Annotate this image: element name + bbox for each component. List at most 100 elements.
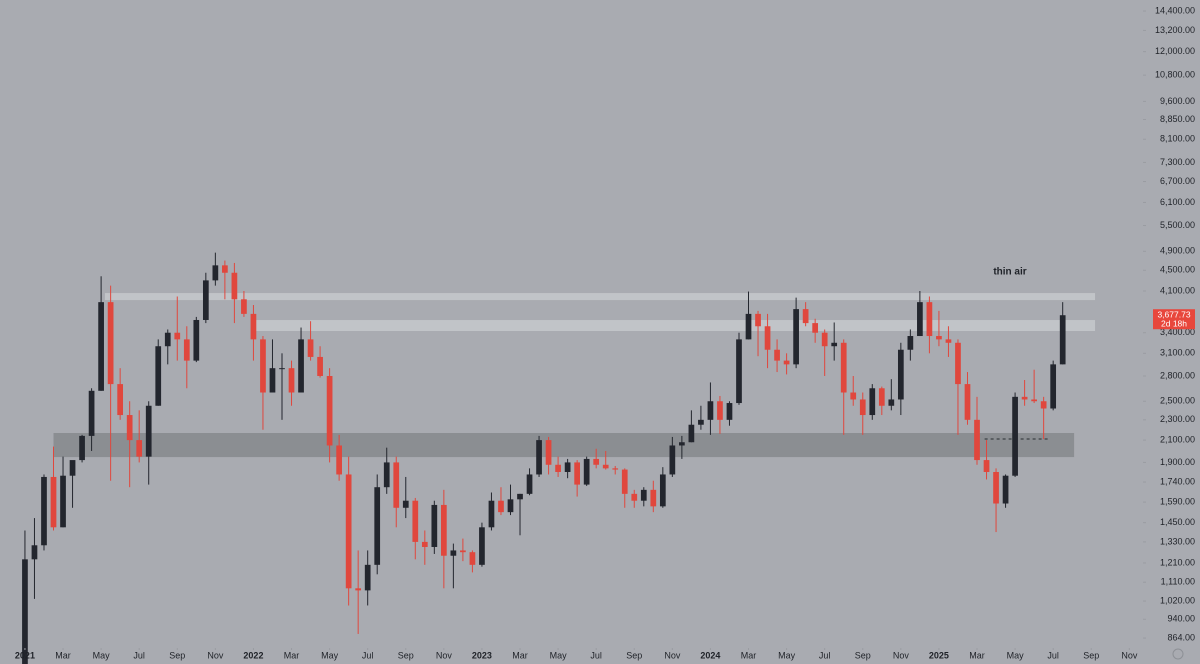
x-tick-label: 2021 [15,650,35,660]
x-tick-label: Jul [590,650,602,660]
candle-body [812,323,819,333]
y-tick-label: 4,100.00 [1160,285,1195,295]
candle-body [1021,396,1028,400]
candle-body [479,527,485,565]
y-tick-label: 1,020.00 [1160,595,1195,605]
candle-body [421,541,428,547]
y-tick-label: 10,800.00 [1155,70,1195,80]
candle-body [745,313,752,340]
candle-body [507,499,514,513]
x-tick-label: Sep [626,650,642,660]
candle-body [79,435,85,461]
candle-body [1040,401,1047,409]
candle-body [850,392,857,400]
candle-body [126,415,133,441]
x-tick-label: Mar [284,650,300,660]
candle-body [488,500,495,528]
candle-body [326,375,333,446]
candle-body [593,458,600,465]
y-tick-label: 6,100.00 [1160,197,1195,207]
candle-body [1031,399,1037,402]
y-tick-label: 9,600.00 [1160,96,1195,106]
candle-body [1002,475,1009,504]
candle-body [631,493,638,501]
candle-body [650,489,657,507]
y-tick-label: 12,000.00 [1155,46,1195,56]
candle-body [469,552,476,565]
candle-body [936,336,942,340]
candle-body [555,464,561,472]
candle-body [717,401,723,420]
candle-body [202,280,209,320]
candle-body [698,419,704,425]
candle-body [831,342,838,347]
candle-body [383,462,390,488]
y-tick-label: 864.00 [1167,632,1195,642]
candle-body [288,368,295,393]
candle-body [755,313,761,327]
candle-body [136,440,143,457]
candle-body [336,445,342,475]
x-tick-label: Sep [1083,650,1099,660]
candle-body [602,464,609,469]
candle-body [536,440,542,475]
x-tick-label: Jul [133,650,145,660]
candle-body [945,339,952,343]
candle-body [164,332,171,347]
candle-body [450,550,457,556]
candle-body [231,272,238,300]
candles [22,252,1066,664]
candle-body [774,349,780,361]
x-tick-label: Nov [436,650,453,660]
candle-body [621,469,628,494]
candle-body [764,326,771,350]
x-tick-label: Sep [169,650,185,660]
candle-body [364,564,371,591]
y-tick-label: 8,100.00 [1160,134,1195,144]
candle-body [393,462,400,508]
y-tick-label: 4,900.00 [1160,246,1195,256]
x-tick-label: Mar [512,650,528,660]
candle-body [802,309,809,324]
price-tag [1153,309,1195,330]
candle-body [888,399,895,406]
price-tag-label: 3,677.73 [1157,309,1190,319]
zone [104,293,1096,301]
candle-body [612,468,619,470]
candle-body [869,388,876,416]
candle-body [564,462,571,472]
candle-body [402,500,409,508]
candle-body [98,302,104,391]
zone [255,320,1096,332]
x-tick-label: Sep [398,650,414,660]
y-tick-label: 2,100.00 [1160,434,1195,444]
y-tick-label: 1,330.00 [1160,536,1195,546]
y-tick-label: 1,900.00 [1160,457,1195,467]
candle-body [897,349,904,400]
zone [53,433,1075,458]
candle-body [926,302,933,337]
candle-body [279,368,285,370]
candle-body [793,309,799,365]
x-tick-label: Jul [1047,650,1059,660]
candle-body [583,458,590,485]
countdown: 2d 18h [1161,318,1187,328]
candle-body [964,384,971,420]
candle-body [726,403,733,420]
y-tick-label: 8,850.00 [1160,114,1195,124]
candle-body [1050,364,1057,409]
y-tick-label: 2,800.00 [1160,370,1195,380]
x-tick-label: May [321,650,339,660]
y-tick-label: 6,700.00 [1160,176,1195,186]
x-tick-label: May [778,650,796,660]
x-tick-label: 2022 [243,650,263,660]
x-tick-label: Nov [664,650,681,660]
candle-body [688,424,695,443]
candle-body [993,471,999,504]
candle-body [222,265,228,273]
x-tick-label: 2024 [700,650,720,660]
candle-body [298,339,304,393]
x-tick-label: Nov [207,650,224,660]
candle-body [707,401,714,420]
